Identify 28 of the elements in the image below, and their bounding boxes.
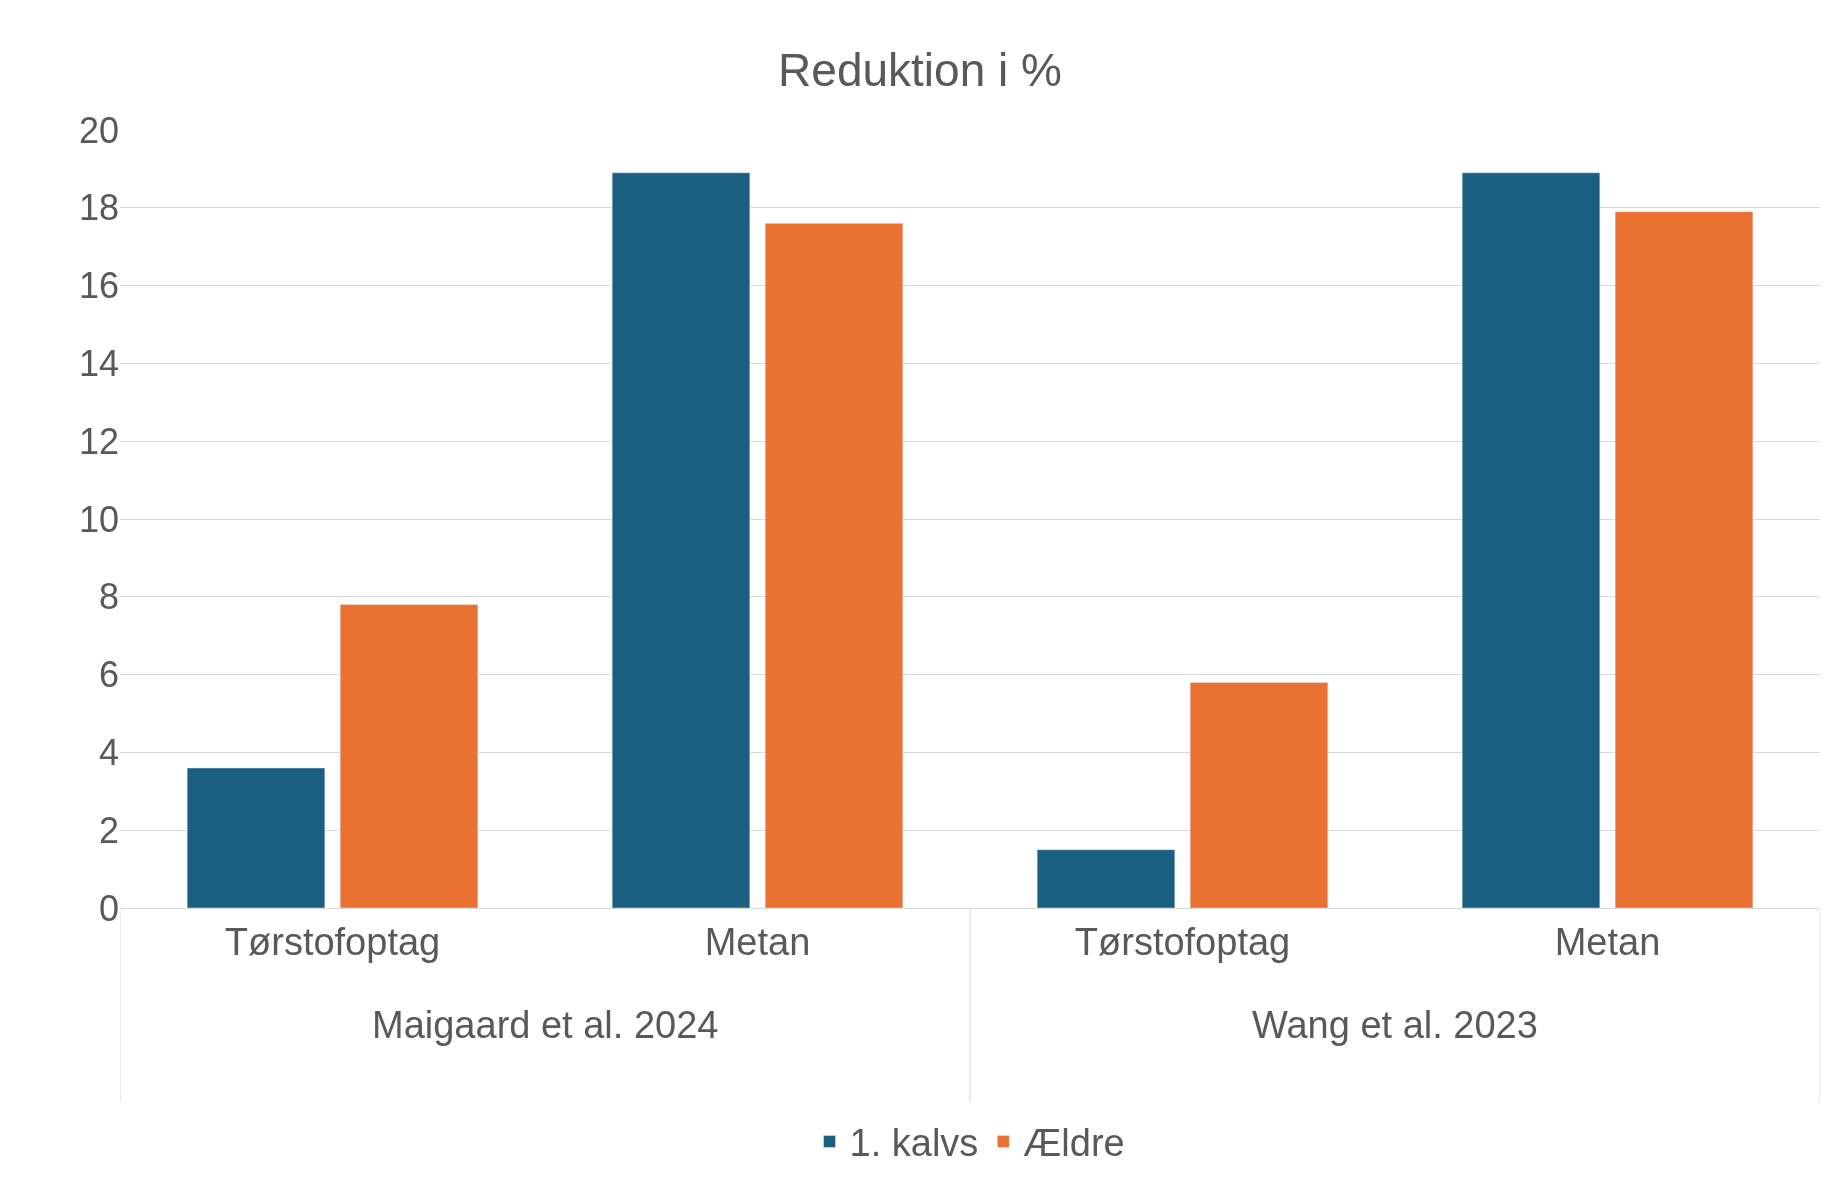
text: Maigaard et al. 2024 [372,1004,719,1046]
bar [764,223,904,908]
y-tick-label: 16 [78,265,119,307]
x-tick-label: Tørstofoptag [1074,920,1291,963]
bar [339,604,479,908]
y-tick-label: 0 [98,887,119,929]
bar [1036,849,1176,908]
bar [1461,172,1601,908]
bar [186,767,326,908]
x-tick-label: Tørstofoptag [224,920,441,963]
legend-label: Ældre [1023,1122,1125,1165]
y-tick-label: 10 [78,498,119,540]
bar [1189,682,1329,908]
chart-title: Reduktion i % [778,43,1062,96]
y-tick-label: 18 [78,187,119,229]
y-tick-label: 20 [78,109,119,151]
y-tick-label: 12 [78,420,119,462]
legend-label: 1. kalvs [849,1122,979,1165]
text: Wang et al. 2023 [1252,1004,1538,1046]
y-tick-label: 14 [78,343,119,384]
bar [1614,211,1754,908]
y-tick-label: 6 [98,654,119,696]
y-tick-label: 8 [98,576,119,618]
x-tick-label: Metan [1554,920,1661,963]
x-tick-label: Metan [704,920,811,963]
y-tick-label: 2 [98,809,119,851]
y-tick-label: 4 [98,732,119,773]
bar [611,172,751,908]
